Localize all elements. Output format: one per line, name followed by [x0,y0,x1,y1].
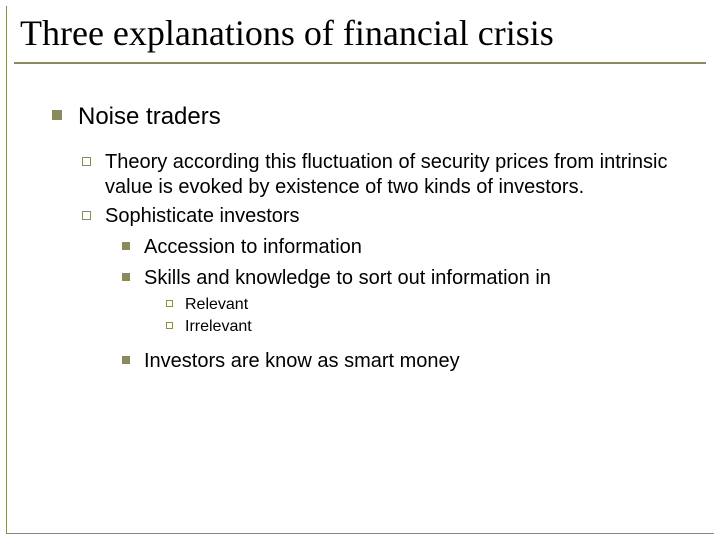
level2-item: Theory according this fluctuation of sec… [82,150,680,200]
open-square-bullet-icon [82,211,91,220]
level4-text: Relevant [185,295,680,315]
level1-item: Noise traders [52,102,680,132]
slide-title: Three explanations of financial crisis [20,14,700,54]
open-square-bullet-icon [82,157,91,166]
level3-text: Accession to information [144,235,680,260]
content-area: Noise traders Theory according this fluc… [0,64,720,374]
level3-item: Skills and knowledge to sort out informa… [122,266,680,291]
open-square-bullet-icon [166,322,173,329]
level2-text: Theory according this fluctuation of sec… [105,150,680,200]
title-area: Three explanations of financial crisis [0,0,720,58]
level4-item: Relevant [166,295,680,315]
level2-item: Sophisticate investors [82,204,680,229]
level3-text: Investors are know as smart money [144,349,680,374]
level2-text: Sophisticate investors [105,204,680,229]
open-square-bullet-icon [166,300,173,307]
level4-text: Irrelevant [185,317,680,337]
level4-item: Irrelevant [166,317,680,337]
square-bullet-icon [122,242,130,250]
level3-item: Accession to information [122,235,680,260]
level3-text: Skills and knowledge to sort out informa… [144,266,680,291]
square-bullet-icon [52,110,62,120]
level1-text: Noise traders [78,102,680,132]
square-bullet-icon [122,273,130,281]
square-bullet-icon [122,356,130,364]
level3-item: Investors are know as smart money [122,349,680,374]
